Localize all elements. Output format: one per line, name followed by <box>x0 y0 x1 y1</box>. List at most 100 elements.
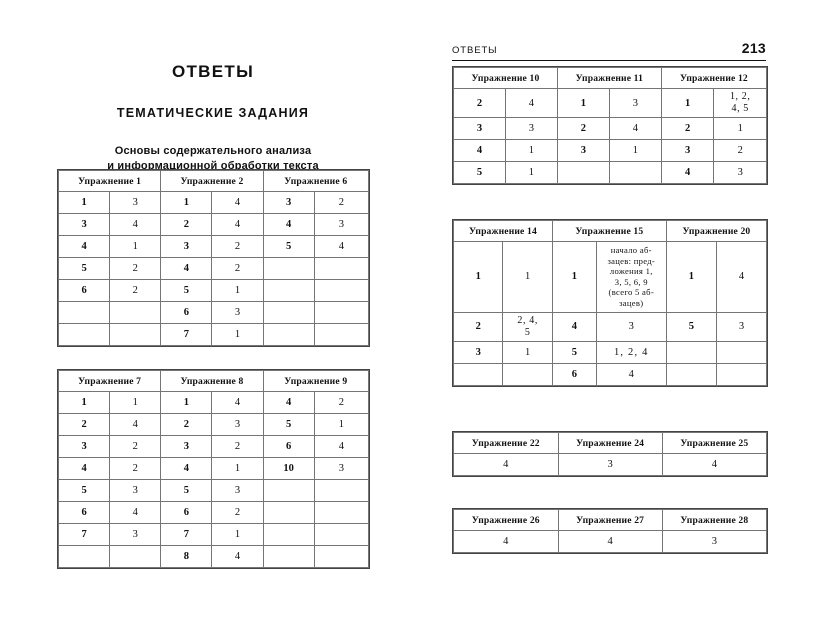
column-header: Упражнение 28 <box>661 509 768 531</box>
table-cell: 2 <box>452 311 504 342</box>
table-cell: 2 <box>109 279 162 302</box>
table-cell-empty <box>665 362 717 386</box>
table-cell-empty <box>313 257 370 280</box>
table-cell-empty <box>109 301 162 324</box>
table-cell: 1 <box>57 191 111 214</box>
table-cell: 3 <box>109 191 162 214</box>
table-header-row: Упражнение 14 Упражнение 15 Упражнение 20 <box>453 220 768 242</box>
answers-table-ex-26-27-28: Упражнение 26 Упражнение 27 Упражнение 28 4… <box>452 508 768 554</box>
answers-table-ex-14-15-20: Упражнение 14 Упражнение 15 Упражнение 20 1… <box>452 219 768 387</box>
table-cell: 2 <box>313 191 370 214</box>
table-header-row: Упражнение 10 Упражнение 11 Упражнение 12 <box>453 67 768 89</box>
table-cell: 1, 2, 4, 5 <box>713 88 767 118</box>
table-header-row: Упражнение 22 Упражнение 24 Упражнение 25 <box>453 432 768 454</box>
table-cell: 3 <box>452 340 504 364</box>
table-cell: 1 <box>504 161 558 184</box>
table-cell: 4 <box>660 161 715 184</box>
table-cell: 2 <box>660 117 715 140</box>
table-cell: 5 <box>262 235 315 258</box>
table-cell: 3 <box>211 413 264 436</box>
table-cell: 1 <box>608 139 662 162</box>
table-cell: 6 <box>160 501 213 524</box>
table-cell: 3 <box>109 479 162 502</box>
table-cell: 4 <box>262 213 315 236</box>
table-cell: 4 <box>608 117 662 140</box>
table-cell: 1 <box>109 235 162 258</box>
table-cell: 2 <box>211 257 264 280</box>
table-cell: 4 <box>661 453 768 476</box>
table-cell: 1 <box>665 241 717 313</box>
table-cell-empty <box>608 161 662 184</box>
table-row: 2 4 1 3 1 1, 2, 4, 5 <box>453 88 767 118</box>
table-cell: 4 <box>160 257 213 280</box>
table-cell: 4 <box>453 530 559 553</box>
table-cell: 4 <box>595 362 667 386</box>
table-cell: 2 <box>160 413 213 436</box>
table-cell: 1 <box>57 391 111 414</box>
table-cell: 3 <box>262 191 315 214</box>
table-cell: 1 <box>109 391 162 414</box>
table-cell-empty <box>262 545 315 568</box>
table-cell: начало аб-зацев: пред-ложения 1, 3, 5, 6,… <box>595 241 667 313</box>
table-cell: 6 <box>57 501 111 524</box>
table-cell: 4 <box>109 413 162 436</box>
table-cell: 4 <box>211 545 264 568</box>
column-header: Упражнение 7 <box>57 370 162 392</box>
table-cell-empty <box>665 340 717 364</box>
table-cell: 1 <box>211 323 264 346</box>
table-cell: 1 <box>504 139 558 162</box>
table-cell: 4 <box>211 191 264 214</box>
running-header-label: ОТВЕТЫ <box>452 45 498 56</box>
table-cell: 10 <box>262 457 315 480</box>
column-header: Упражнение 24 <box>557 432 663 454</box>
table-cell-empty <box>109 323 162 346</box>
table-cell: 3 <box>211 301 264 324</box>
column-header: Упражнение 26 <box>453 509 559 531</box>
table-cell-empty <box>313 323 370 346</box>
table-cell: 6 <box>57 279 111 302</box>
table-cell: 5 <box>57 479 111 502</box>
table-cell: 5 <box>453 161 506 184</box>
table-cell: 2 <box>57 413 111 436</box>
table-cell: 2 <box>160 213 213 236</box>
table-cell-empty <box>313 523 370 546</box>
table-cell: 4 <box>211 391 264 414</box>
table-row: 2 2, 4, 5 4 3 5 3 <box>452 311 768 342</box>
table-cell: 3 <box>608 88 662 118</box>
table-cell: 4 <box>453 139 506 162</box>
table-cell-empty <box>262 257 315 280</box>
table-cell-empty <box>57 301 111 324</box>
table-cell: 2 <box>109 435 162 458</box>
table-cell: 4 <box>109 501 162 524</box>
table-cell: 4 <box>453 453 559 476</box>
column-header: Упражнение 15 <box>551 220 667 242</box>
table-cell-empty <box>262 323 315 346</box>
table-cell: 3 <box>453 117 506 140</box>
table-cell: 1 <box>211 523 264 546</box>
table-cell: 1 <box>160 391 213 414</box>
table-row: 1 1 1 начало аб-зацев: пред-ложения 1, 3, 5,… <box>452 241 768 313</box>
table-cell: 3 <box>211 479 264 502</box>
table-cell-empty <box>313 501 370 524</box>
table-cell: 4 <box>551 311 597 342</box>
table-cell-empty <box>313 479 370 502</box>
table-cell: 2 <box>453 88 506 118</box>
section-heading-line-1: Основы содержательного анализа <box>114 145 312 157</box>
column-header: Упражнение 9 <box>262 370 370 392</box>
running-header: ОТВЕТЫ 213 <box>452 40 766 61</box>
column-header: Упражнение 14 <box>453 220 553 242</box>
table-cell: 1, 2, 4 <box>595 340 667 364</box>
table-cell: 8 <box>160 545 213 568</box>
